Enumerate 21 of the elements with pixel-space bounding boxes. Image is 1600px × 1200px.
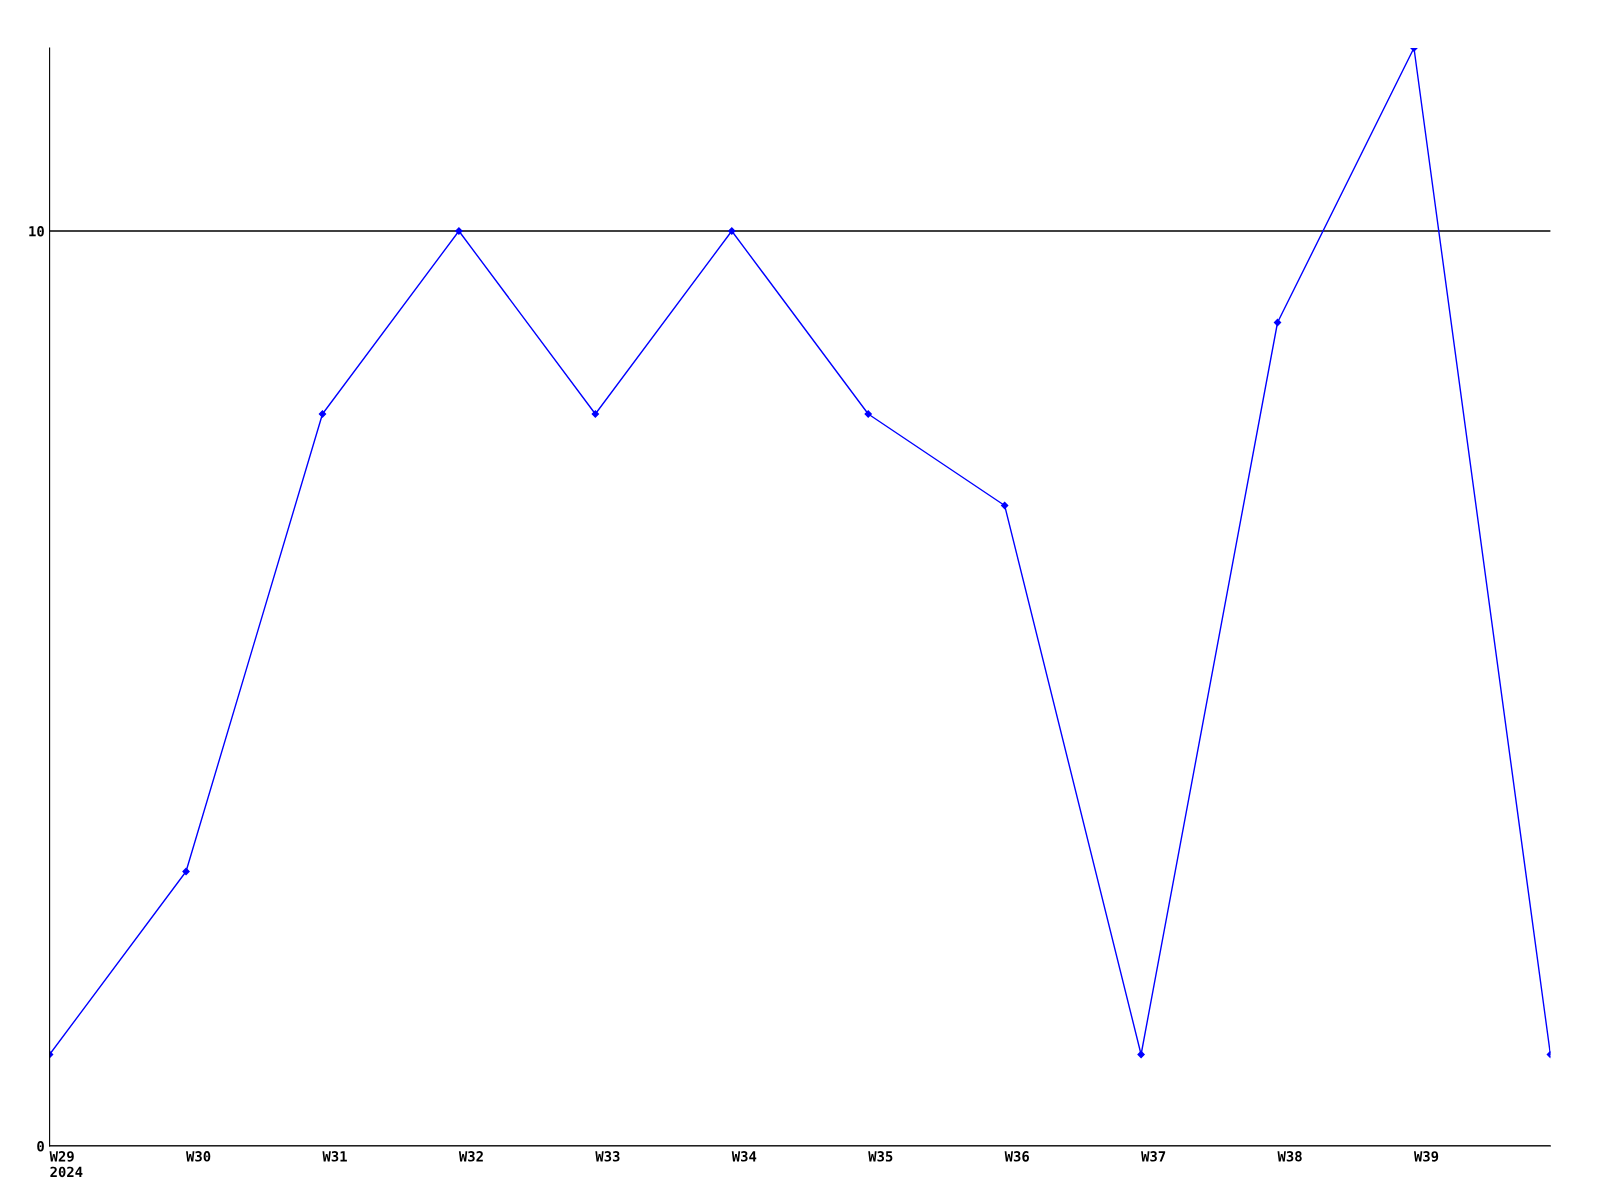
x-tick-label: W39 xyxy=(1413,1151,1439,1162)
x-tick-label: W30 xyxy=(186,1151,211,1162)
x-tick-label: W37 xyxy=(1141,1151,1166,1162)
x-tick-label: W33 xyxy=(595,1151,620,1162)
point xyxy=(1001,501,1009,510)
x-tick-label: W38 xyxy=(1277,1151,1302,1162)
point xyxy=(1137,1050,1145,1059)
x-tick-label: W32 xyxy=(458,1151,483,1162)
x-tick-label: W34 xyxy=(731,1151,757,1162)
x-tick-label: W36 xyxy=(1004,1151,1029,1162)
point xyxy=(455,227,463,235)
point xyxy=(728,227,736,235)
x-tick-label: W35 xyxy=(868,1151,893,1162)
point xyxy=(591,410,599,418)
x-tick-label: W29 2024 xyxy=(49,1151,83,1178)
point xyxy=(182,867,190,876)
y-tick-label: 0 xyxy=(37,1140,44,1152)
point xyxy=(318,410,327,418)
y-tick-label: 10 xyxy=(29,225,44,237)
point xyxy=(864,410,872,418)
x-tick-label: W31 xyxy=(322,1151,347,1162)
